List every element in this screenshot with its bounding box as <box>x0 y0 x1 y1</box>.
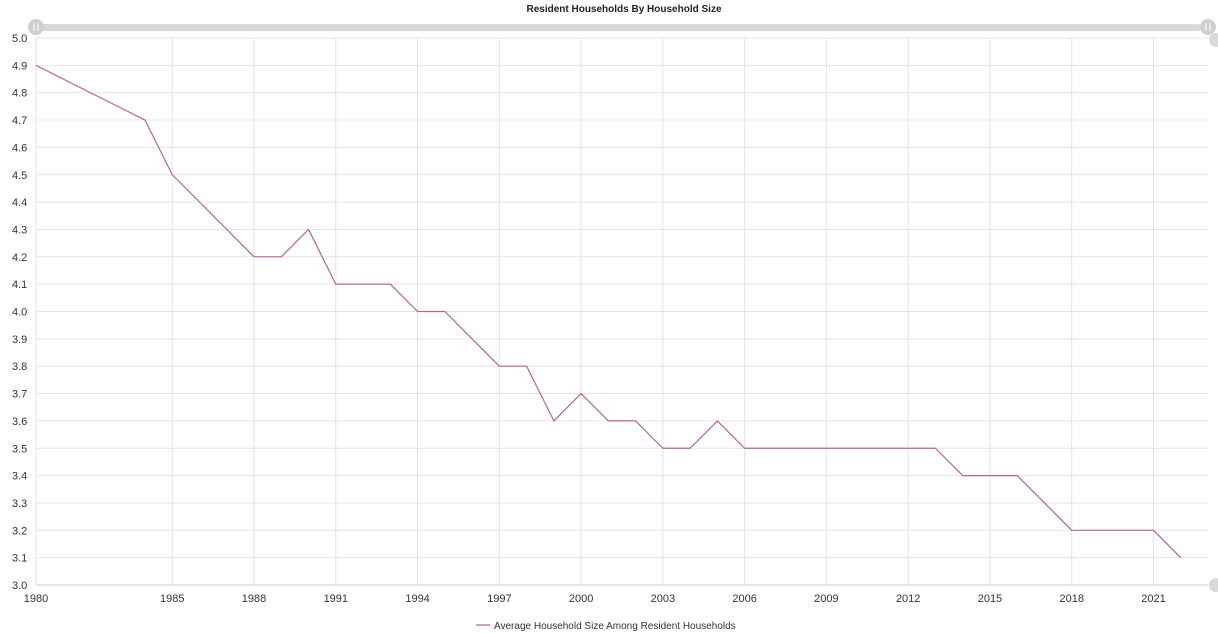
y-tick-label: 3.4 <box>12 471 27 483</box>
data-point[interactable] <box>142 117 148 123</box>
y-tick-label: 4.6 <box>12 142 27 154</box>
y-tick-label: 4.4 <box>12 197 27 209</box>
x-tick-label: 2009 <box>814 593 838 605</box>
y-tick-label: 4.1 <box>12 279 27 291</box>
data-point[interactable] <box>687 445 693 451</box>
data-point[interactable] <box>496 363 502 369</box>
y-axis: 5.0 4.9 4.8 4.7 4.6 4.5 4.4 4.3 4.2 4.1 4.0 3.9 3.8 3… <box>12 33 27 592</box>
x-axis: 1980 1985 1988 1991 1994 1997 2000 2003 2006 2009… <box>24 584 1208 605</box>
y-tick-label: 4.0 <box>12 307 27 319</box>
data-point[interactable] <box>714 418 720 424</box>
vertical-zoom-bottom-handle[interactable] <box>1209 578 1218 592</box>
y-tick-label: 4.3 <box>12 224 27 236</box>
data-point[interactable] <box>278 254 284 260</box>
y-tick-label: 3.2 <box>12 525 27 537</box>
y-tick-label: 3.3 <box>12 498 27 510</box>
x-tick-label: 2015 <box>978 593 1002 605</box>
series-line[interactable] <box>35 64 1182 559</box>
range-slider-right-handle[interactable] <box>1200 19 1216 35</box>
data-point[interactable] <box>1069 527 1075 533</box>
data-point[interactable] <box>306 226 312 232</box>
x-tick-label: 1980 <box>24 593 48 605</box>
x-tick-label: 2006 <box>732 593 756 605</box>
data-point[interactable] <box>333 281 339 287</box>
range-slider-left-handle[interactable] <box>28 19 44 35</box>
series-group <box>33 62 1184 561</box>
data-point[interactable] <box>578 391 584 397</box>
data-point[interactable] <box>1014 473 1020 479</box>
y-tick-label: 3.0 <box>12 580 27 592</box>
y-tick-label: 3.8 <box>12 361 27 373</box>
data-point[interactable] <box>633 418 639 424</box>
data-point[interactable] <box>33 62 39 68</box>
chart-title: Resident Households By Household Size <box>526 4 721 15</box>
x-tick-label: 1994 <box>405 593 429 605</box>
data-point[interactable] <box>169 172 175 178</box>
data-point[interactable] <box>660 445 666 451</box>
data-point[interactable] <box>442 309 448 315</box>
x-tick-label: 2012 <box>896 593 920 605</box>
x-tick-label: 1991 <box>324 593 348 605</box>
y-tick-label: 3.7 <box>12 389 27 401</box>
grid <box>35 37 1208 586</box>
range-slider[interactable] <box>28 19 1216 35</box>
x-tick-label: 2018 <box>1059 593 1083 605</box>
data-point[interactable] <box>932 445 938 451</box>
y-tick-label: 3.9 <box>12 334 27 346</box>
y-tick-label: 3.1 <box>12 553 27 565</box>
data-point[interactable] <box>524 363 530 369</box>
data-point[interactable] <box>251 254 257 260</box>
data-point[interactable] <box>387 281 393 287</box>
data-point[interactable] <box>960 473 966 479</box>
x-tick-label: 1997 <box>487 593 511 605</box>
y-tick-label: 4.8 <box>12 88 27 100</box>
data-point[interactable] <box>1178 555 1184 561</box>
range-slider-track[interactable] <box>36 24 1202 31</box>
x-tick-label: 2000 <box>569 593 593 605</box>
x-tick-label: 2021 <box>1141 593 1165 605</box>
y-tick-label: 3.5 <box>12 443 27 455</box>
data-point[interactable] <box>742 445 748 451</box>
data-point[interactable] <box>1150 527 1156 533</box>
vertical-zoom-top-handle[interactable] <box>1209 33 1218 47</box>
y-tick-label: 4.5 <box>12 170 27 182</box>
legend[interactable]: Average Household Size Among Resident Ho… <box>476 621 736 632</box>
legend-label[interactable]: Average Household Size Among Resident Ho… <box>494 621 736 632</box>
y-tick-label: 3.6 <box>12 416 27 428</box>
data-point[interactable] <box>551 418 557 424</box>
y-tick-label: 4.9 <box>12 60 27 72</box>
x-tick-label: 2003 <box>651 593 675 605</box>
y-tick-label: 4.7 <box>12 115 27 127</box>
y-tick-label: 4.2 <box>12 252 27 264</box>
data-point[interactable] <box>605 418 611 424</box>
x-tick-label: 1988 <box>242 593 266 605</box>
x-tick-label: 1985 <box>160 593 184 605</box>
y-tick-label: 5.0 <box>12 33 27 45</box>
data-point[interactable] <box>415 309 421 315</box>
